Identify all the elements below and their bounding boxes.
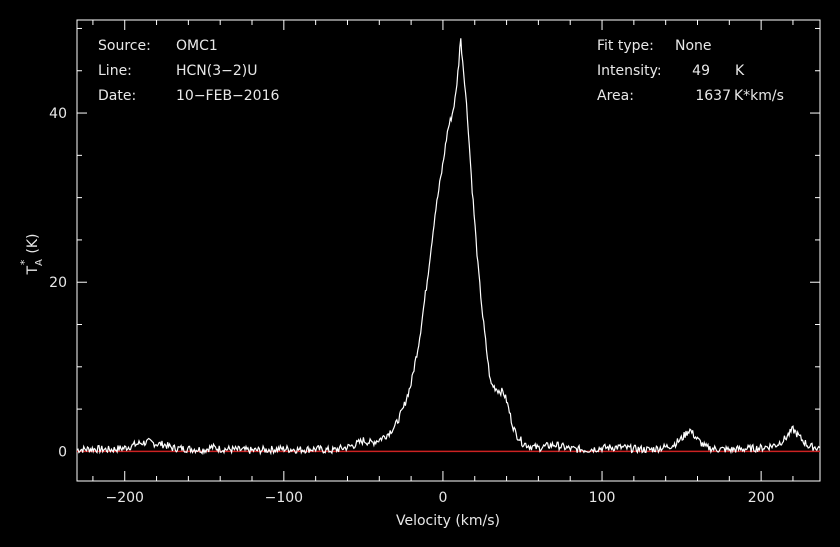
x-ticks: −200 −100 0 100 200 [92, 20, 794, 506]
y-tick-label: 20 [49, 275, 67, 291]
date-label: Date: [98, 88, 136, 104]
intensity-label: Intensity: [597, 63, 662, 79]
intensity-unit: K [735, 63, 745, 79]
x-tick-label: 200 [748, 490, 775, 506]
y-axis-label-unit: (K) [25, 233, 41, 253]
intensity-value: 49 [692, 63, 710, 79]
line-label: Line: [98, 63, 132, 79]
y-axis-label-sub: A [34, 259, 45, 266]
date-value: 10−FEB−2016 [176, 88, 280, 104]
y-axis-label: TA* (K) [18, 233, 45, 275]
area-label: Area: [597, 88, 634, 104]
fit-type-value: None [675, 38, 712, 54]
x-axis-label: Velocity (km/s) [396, 513, 500, 529]
svg-text:TA*(K): TA* (K) [18, 233, 45, 275]
x-tick-label: −200 [106, 490, 144, 506]
source-label: Source: [98, 38, 151, 54]
x-tick-label: 100 [589, 490, 616, 506]
y-axis-label-main: T [25, 266, 41, 276]
plot-frame [76, 19, 821, 482]
y-tick-label: 0 [58, 444, 67, 460]
source-value: OMC1 [176, 38, 218, 54]
line-value: HCN(3−2)U [176, 63, 258, 79]
spectrum-line [76, 38, 821, 456]
x-tick-label: −100 [265, 490, 303, 506]
x-tick-label: 0 [438, 490, 447, 506]
fit-type-label: Fit type: [597, 38, 654, 54]
area-value: 1637 [695, 88, 731, 104]
y-axis-label-sup: * [18, 259, 31, 265]
y-tick-label: 40 [49, 106, 67, 122]
area-unit: K*km/s [734, 88, 784, 104]
y-ticks: 0 20 40 [49, 27, 820, 460]
